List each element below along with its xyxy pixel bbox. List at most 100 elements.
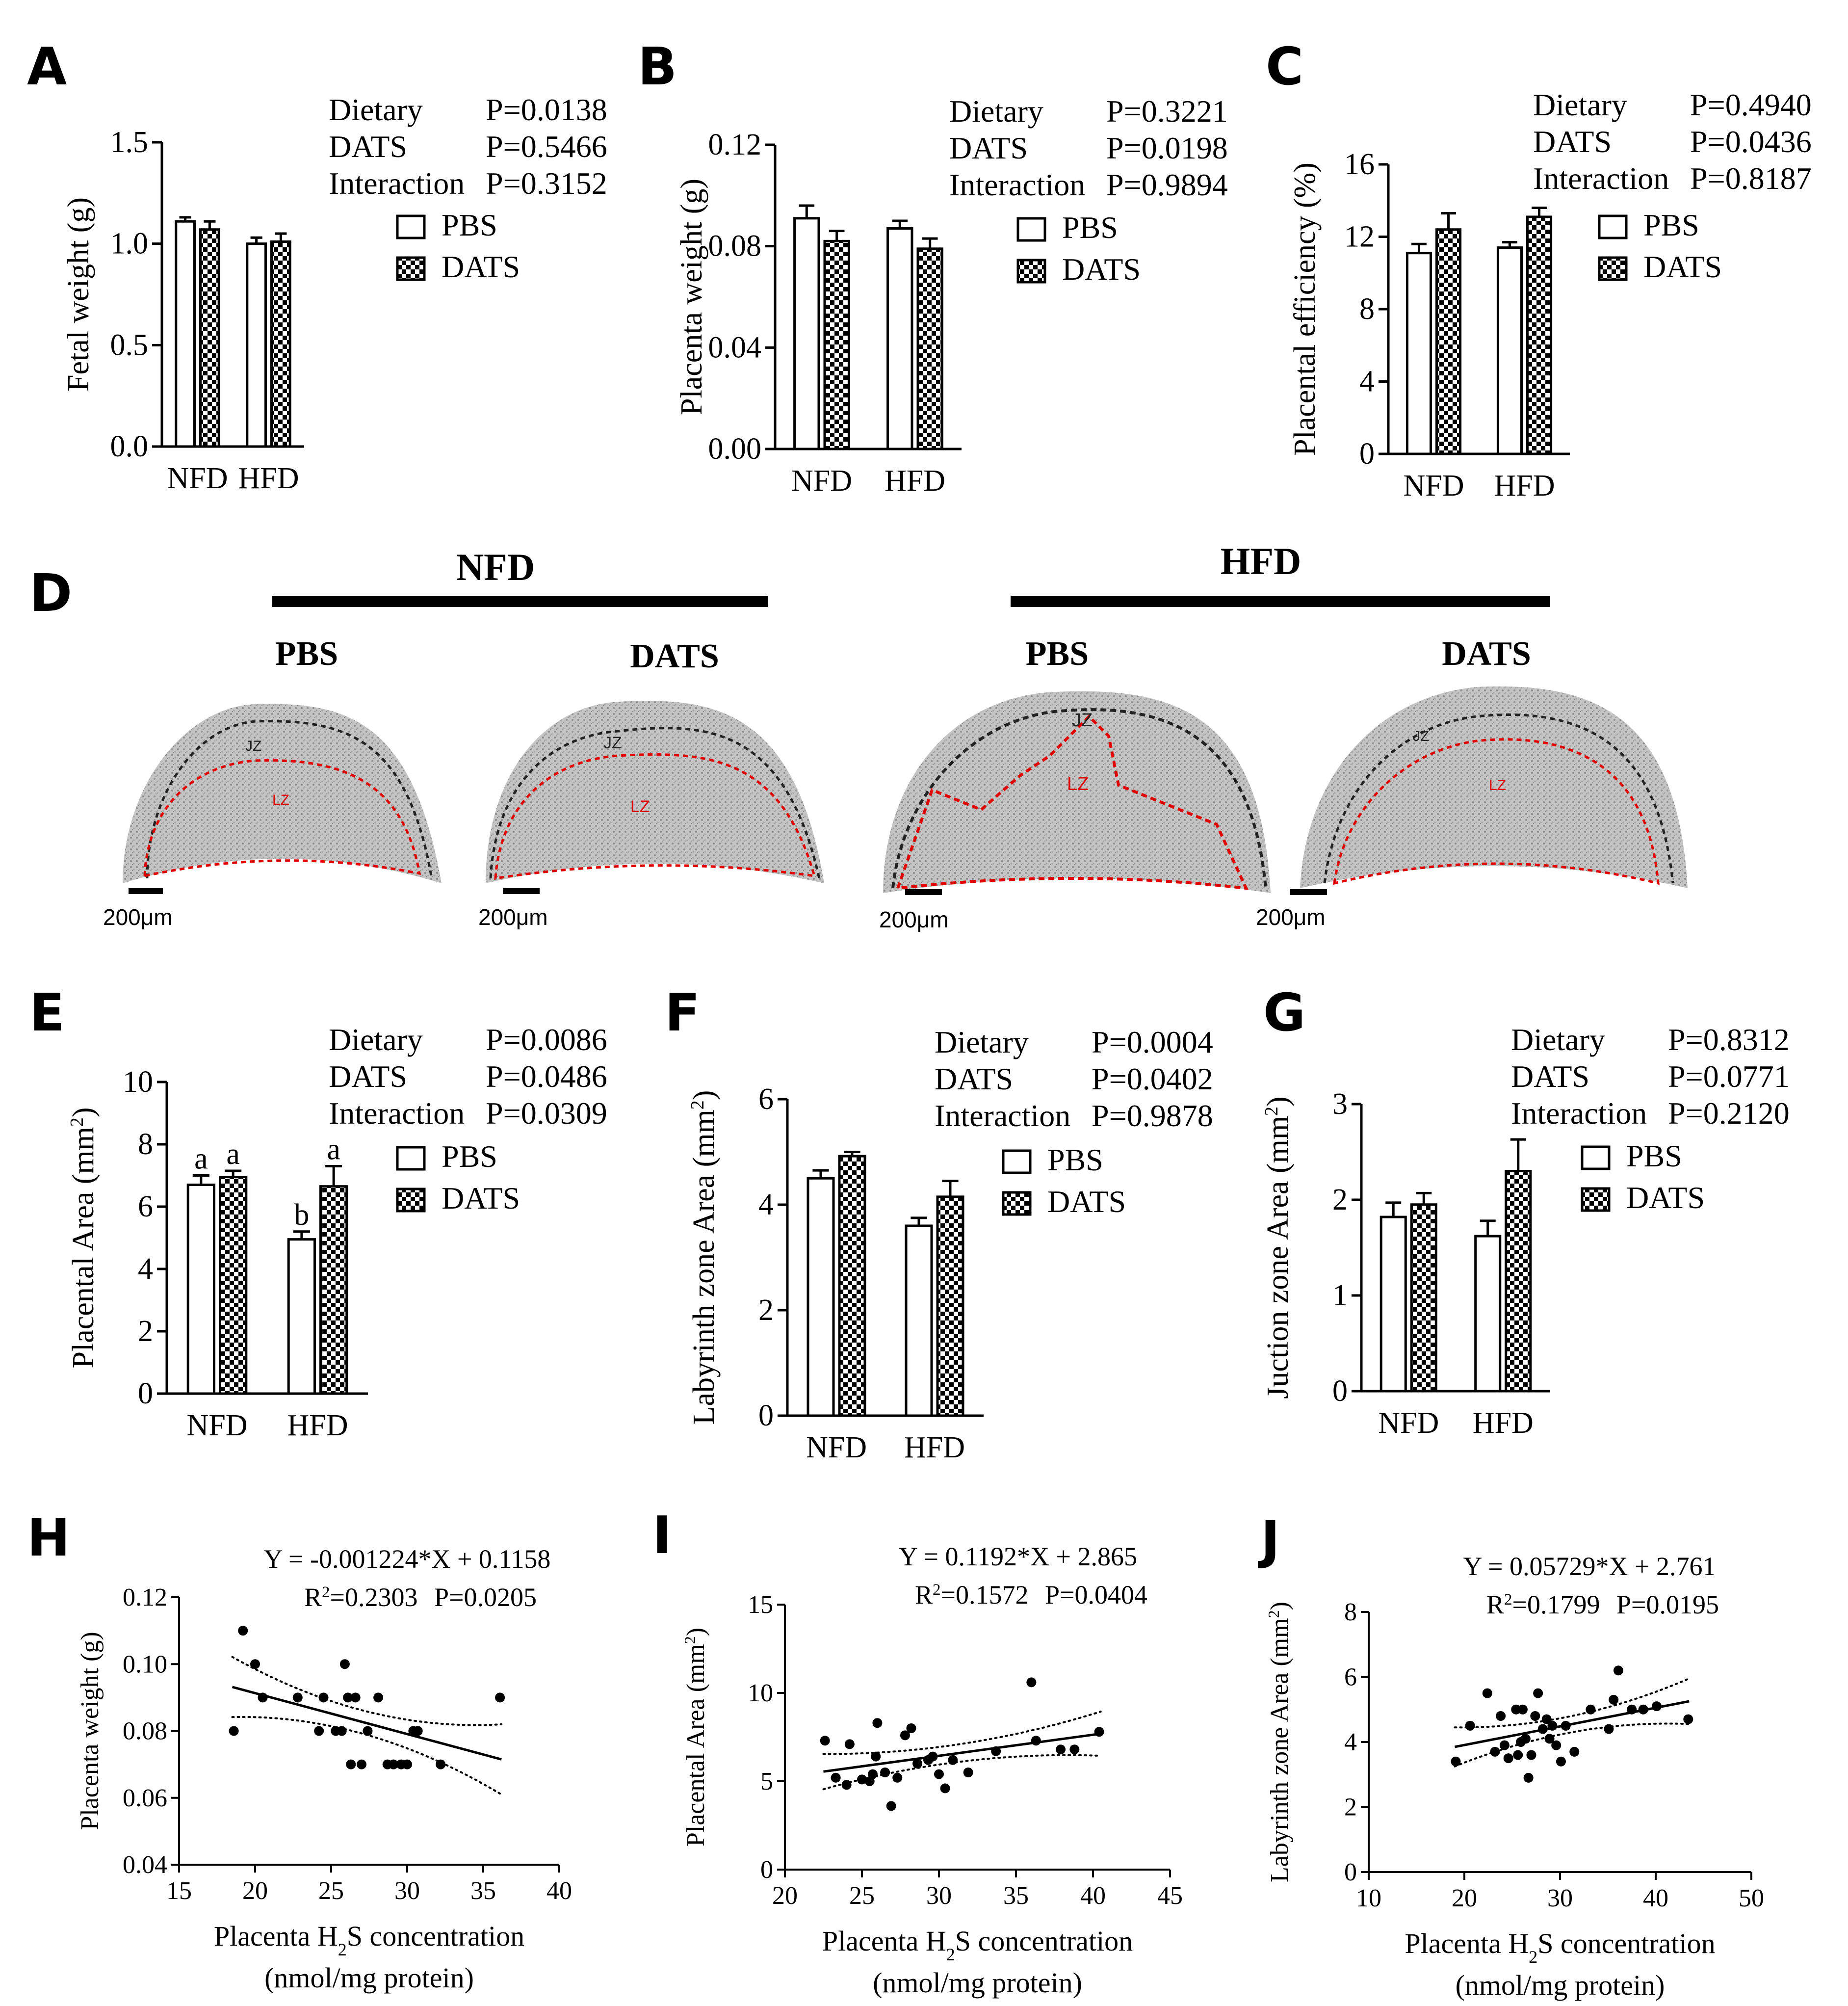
data-point xyxy=(1551,1740,1562,1750)
x-tick-label: 40 xyxy=(1643,1884,1668,1912)
legend-label-dats: DATS xyxy=(1062,252,1141,287)
data-point xyxy=(1523,1772,1534,1783)
bar-dats-nfd xyxy=(838,1155,866,1417)
regression-equation: Y = 0.1192*X + 2.865 xyxy=(899,1542,1137,1571)
data-point xyxy=(373,1692,384,1703)
data-point xyxy=(1530,1711,1540,1721)
legend-swatch-pbs xyxy=(1016,217,1046,242)
bar-pbs-nfd xyxy=(186,1184,216,1395)
tissue-section xyxy=(486,701,824,883)
ci-band-upper xyxy=(231,1656,503,1726)
panel-letter-f: F xyxy=(665,983,700,1043)
x-axis-label: Placenta H2S concentration xyxy=(822,1925,1133,1964)
ci-band-lower xyxy=(822,1754,1102,1791)
data-point xyxy=(389,1759,399,1769)
lz-label: LZ xyxy=(630,797,650,816)
scale-label: 200μm xyxy=(879,907,949,932)
stat-p-value: P=0.0771 xyxy=(1668,1059,1790,1094)
y-tick-label: 0 xyxy=(1332,1374,1348,1408)
significance-letter: a xyxy=(194,1142,208,1176)
legend-label-pbs: PBS xyxy=(442,1139,497,1174)
y-tick-label: 0 xyxy=(758,1399,774,1432)
panel-letter-j: J xyxy=(1258,1510,1280,1570)
bar-pbs-hfd xyxy=(905,1224,933,1417)
x-tick-label: 25 xyxy=(318,1877,344,1905)
y-tick-label: 10 xyxy=(748,1679,773,1707)
data-point xyxy=(1638,1704,1648,1715)
data-point xyxy=(339,1659,350,1669)
data-point xyxy=(1683,1714,1693,1724)
subgroup-label-nfd-dats: DATS xyxy=(630,637,719,675)
panel-letter-c: C xyxy=(1266,37,1303,97)
x-tick-label: 50 xyxy=(1739,1884,1764,1912)
subgroup-label-nfd-pbs: PBS xyxy=(275,635,338,673)
bar-dats-nfd xyxy=(199,228,220,448)
panel-letter-b: B xyxy=(638,37,677,97)
data-point xyxy=(346,1759,356,1769)
stat-name: Dietary xyxy=(949,94,1043,129)
y-axis-label: Labyrinth zone Area (mm2) xyxy=(1265,1602,1294,1882)
data-point xyxy=(900,1730,910,1741)
data-point xyxy=(436,1759,446,1769)
bar-dats-hfd xyxy=(270,240,291,448)
jz-boundary xyxy=(1323,713,1674,884)
legend-label-dats: DATS xyxy=(1047,1184,1126,1219)
data-point xyxy=(1026,1677,1037,1688)
stat-name: DATS xyxy=(1511,1059,1589,1094)
data-point xyxy=(402,1759,412,1769)
legend-swatch-dats xyxy=(1598,256,1628,281)
x-tick-label: 35 xyxy=(470,1877,496,1905)
lz-boundary xyxy=(1333,738,1660,885)
x-tick-label: NFD xyxy=(806,1431,867,1464)
x-tick-label: HFD xyxy=(885,464,945,498)
x-tick-label: 40 xyxy=(1080,1882,1106,1910)
data-point xyxy=(871,1751,881,1762)
x-tick-label: 25 xyxy=(849,1882,875,1910)
y-tick-label: 0 xyxy=(760,1856,773,1884)
panel-letter-h: H xyxy=(27,1508,70,1568)
group-bar-nfd xyxy=(272,596,768,607)
lz-boundary xyxy=(143,759,421,878)
scale-bar xyxy=(905,889,942,895)
stat-name: DATS xyxy=(949,131,1028,165)
regression-p-value: P=0.0195 xyxy=(1616,1590,1719,1619)
legend-label-pbs: PBS xyxy=(1626,1138,1682,1173)
data-point xyxy=(1586,1704,1596,1715)
x-tick-label: 30 xyxy=(394,1877,420,1905)
stat-name: DATS xyxy=(1533,124,1612,159)
y-tick-label: 0.12 xyxy=(123,1584,167,1611)
data-point xyxy=(337,1726,347,1736)
y-tick-label: 4 xyxy=(1344,1728,1357,1756)
y-tick-label: 6 xyxy=(758,1082,774,1116)
bar-pbs-nfd xyxy=(175,220,196,448)
legend-swatch-dats xyxy=(396,1188,426,1213)
y-tick-label: 0 xyxy=(1359,437,1375,471)
stat-name: Interaction xyxy=(329,1096,465,1131)
stat-p-value: P=0.3221 xyxy=(1106,94,1228,129)
x-tick-label: NFD xyxy=(1378,1406,1439,1440)
x-tick-label: HFD xyxy=(1494,469,1555,502)
bar-dats-nfd xyxy=(1435,228,1462,455)
x-axis-label: Placenta H2S concentration xyxy=(214,1920,524,1959)
x-tick-label: 10 xyxy=(1356,1884,1381,1912)
legend-label-dats: DATS xyxy=(442,1181,520,1215)
data-point xyxy=(357,1759,366,1769)
x-tick-label: 15 xyxy=(166,1877,192,1905)
stat-p-value: P=0.0436 xyxy=(1690,124,1812,159)
bar-pbs-hfd xyxy=(1496,246,1523,455)
x-tick-label: NFD xyxy=(791,464,852,498)
bar-pbs-nfd xyxy=(1379,1215,1407,1393)
ci-band-upper xyxy=(822,1711,1102,1755)
bar-pbs-nfd xyxy=(793,217,820,450)
data-point xyxy=(928,1751,938,1762)
bar-pbs-hfd xyxy=(886,227,913,450)
bar-chart-c: 0 4 8 12 16 Placental efficiency (%) NFD HFD Die… xyxy=(1288,87,1812,502)
r-squared: R2=0.1572 xyxy=(915,1580,1029,1610)
stat-p-value: P=0.0402 xyxy=(1092,1061,1213,1096)
y-tick-label: 3 xyxy=(1332,1087,1348,1121)
legend-swatch-pbs xyxy=(1002,1149,1032,1174)
data-point xyxy=(1031,1736,1041,1746)
y-tick-label: 0 xyxy=(138,1377,153,1410)
data-point xyxy=(912,1759,923,1768)
